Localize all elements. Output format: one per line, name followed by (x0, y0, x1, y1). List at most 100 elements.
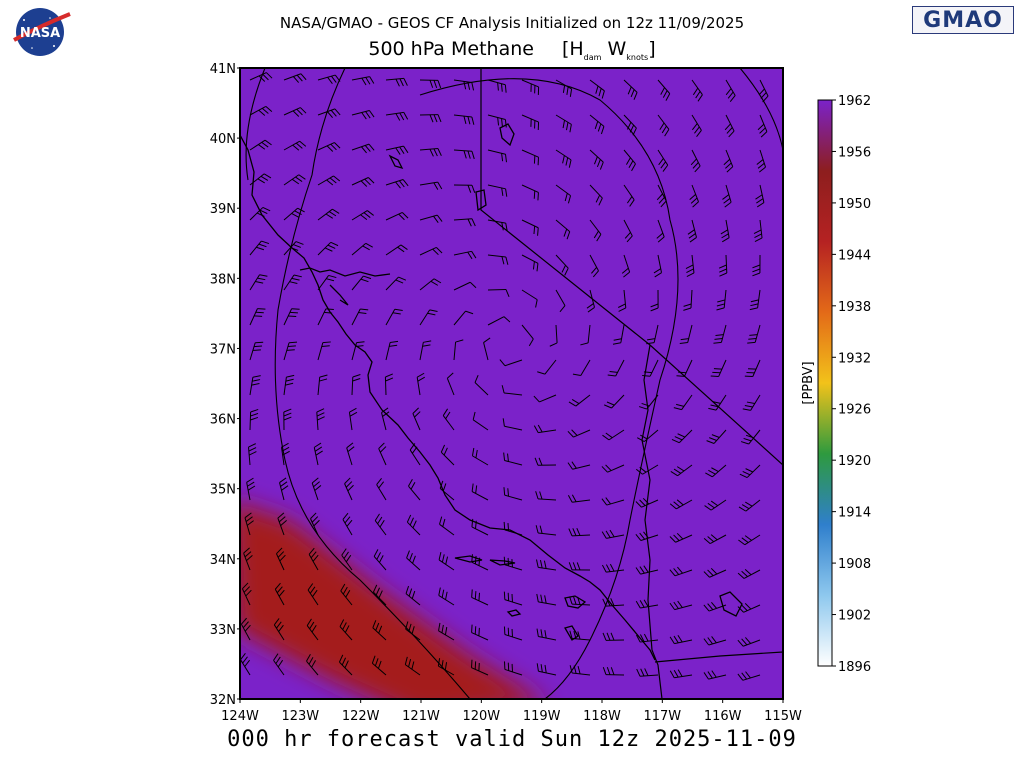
wind-barb-feather (724, 201, 732, 208)
wind-barb (275, 553, 285, 571)
wind-barb (442, 415, 455, 431)
wind-barb-feather (440, 444, 446, 453)
wind-barb-feather (248, 443, 256, 448)
wind-barb-feather (501, 256, 505, 265)
wind-barb-feather (467, 150, 471, 159)
wind-barb-feather (746, 401, 755, 405)
wind-barb-feather (278, 589, 285, 597)
wind-barb (572, 464, 591, 470)
wind-barb-feather (601, 564, 607, 573)
units-label: [Hdam Wknots] (561, 38, 656, 62)
wind-barb-feather (571, 461, 577, 469)
wind-barb (243, 552, 251, 571)
wind-barb (317, 342, 324, 361)
wind-barb (419, 309, 431, 326)
wind-barb-feather (562, 155, 565, 164)
wind-barb (708, 639, 727, 646)
wind-barb-feather (721, 237, 730, 243)
wind-barb-feather (676, 466, 685, 472)
wind-barb-feather (293, 274, 302, 278)
wind-barb-feather (255, 281, 264, 284)
wind-barb-feather (433, 278, 442, 284)
wind-barb-feather (507, 488, 510, 497)
wind-barb (646, 394, 659, 410)
wind-barb (419, 181, 438, 186)
wind-barb-feather (422, 344, 431, 347)
wind-barb (283, 241, 297, 256)
wind-barb (606, 569, 625, 573)
wind-barb (453, 218, 472, 221)
wind-barb-feather (441, 589, 445, 598)
wind-barb-feather (535, 299, 538, 308)
wind-barb-feather (416, 372, 425, 378)
wind-barb (453, 114, 472, 118)
wind-barb-feather (505, 188, 508, 197)
wind-barb-feather (263, 173, 272, 179)
wind-barb-feather (368, 143, 375, 151)
wind-barb-feather (475, 449, 478, 458)
wind-barb-feather (324, 247, 333, 252)
wind-barb (538, 601, 557, 606)
wind-barb-feather (678, 371, 687, 374)
wind-barb-feather (363, 212, 371, 218)
wind-barb-feather (669, 636, 675, 644)
wind-barb-feather (536, 559, 539, 568)
wind-barb-feather (707, 536, 715, 543)
wind-barb-feather (292, 144, 300, 151)
wind-barb-feather (273, 618, 280, 626)
wind-barb (373, 591, 387, 606)
wind-barb-feather (752, 268, 761, 273)
wind-barb-feather (463, 115, 467, 124)
wind-barb (438, 665, 455, 676)
wind-barb-feather (567, 494, 573, 503)
wind-barb-feather (739, 473, 748, 479)
wind-barb-feather (566, 86, 569, 95)
wind-barb-feather (605, 497, 611, 505)
wind-barb-feather (503, 556, 506, 565)
wind-barb (589, 149, 604, 163)
wind-barb (385, 342, 391, 361)
wind-barb-feather (673, 501, 681, 508)
wind-barb-feather (465, 310, 474, 315)
wind-barb-feather (647, 338, 656, 341)
wind-barb (538, 636, 557, 641)
wind-barb (725, 219, 730, 238)
wind-barb (589, 289, 595, 308)
wind-barb-feather (654, 272, 662, 278)
wind-barb-feather (291, 212, 299, 218)
latitude-label: 37N (210, 342, 236, 357)
wind-barb-feather (745, 671, 751, 679)
wind-barb-feather (308, 547, 315, 555)
wind-barb-feather (593, 230, 599, 239)
wind-barb-feather (660, 200, 667, 208)
wind-barb-feather (609, 563, 615, 572)
wind-barb-feather (568, 562, 573, 571)
wind-barb (743, 569, 761, 579)
wind-barb-feather (257, 178, 265, 184)
wind-barb-feather (600, 126, 605, 135)
wind-barb-feather (365, 111, 371, 119)
wind-barb (709, 569, 727, 578)
wind-barb (681, 394, 693, 410)
wind-barb-feather (568, 159, 572, 168)
wind-barb-feather (375, 587, 381, 596)
wind-barb-feather (471, 218, 476, 227)
wind-barb (471, 596, 489, 606)
wind-barb-feather (673, 468, 682, 474)
wind-barb-feather (278, 516, 286, 523)
wind-barb (446, 378, 455, 396)
wind-barb-feather (677, 566, 683, 574)
wind-barb-feather (688, 233, 696, 239)
wind-barb-feather (276, 547, 283, 555)
wind-barb-feather (251, 383, 260, 386)
wind-barb-feather (501, 153, 504, 162)
wind-barb-feather (345, 481, 353, 488)
latitude-label: 40N (210, 132, 236, 147)
wind-barb (709, 534, 727, 545)
longitude-label: 116W (704, 709, 742, 724)
wind-barb-feather (283, 412, 292, 417)
wind-barb (277, 517, 285, 536)
wind-barb (487, 79, 506, 86)
wind-barb (690, 289, 693, 308)
wind-barb (538, 532, 557, 536)
